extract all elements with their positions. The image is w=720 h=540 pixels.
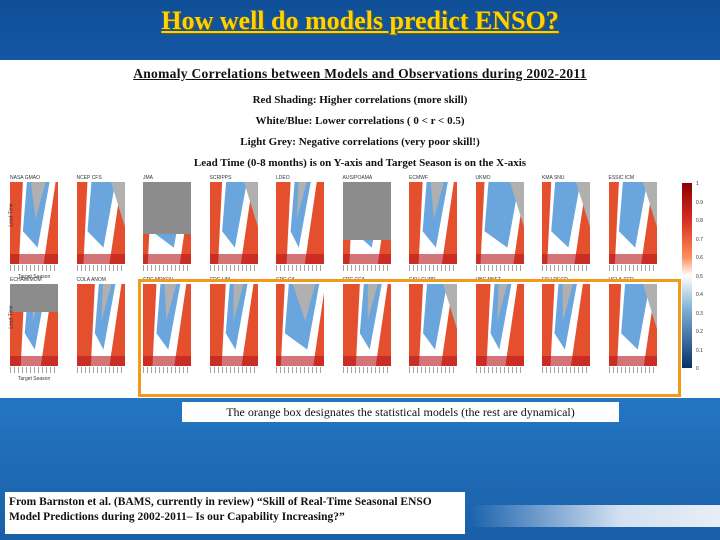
season-ticks bbox=[409, 367, 457, 373]
skill-plot bbox=[342, 284, 391, 366]
skill-plot bbox=[542, 284, 590, 366]
colorbar-tick: 0.8 bbox=[696, 218, 703, 224]
no-data-block bbox=[143, 182, 191, 234]
season-ticks bbox=[10, 265, 58, 271]
season-ticks bbox=[475, 367, 524, 373]
skill-plot bbox=[10, 182, 58, 264]
skill-plot bbox=[475, 182, 524, 264]
no-data-block bbox=[342, 182, 391, 240]
skill-plot bbox=[209, 182, 258, 264]
season-ticks bbox=[276, 265, 324, 271]
skill-plot bbox=[608, 182, 657, 264]
model-label: ESSIC ICM bbox=[608, 175, 635, 181]
season-ticks bbox=[76, 265, 125, 271]
season-ticks bbox=[409, 265, 457, 271]
target-season-label: Target Season bbox=[18, 376, 51, 382]
colorbar-tick: 0.3 bbox=[696, 310, 703, 317]
season-ticks bbox=[209, 367, 258, 373]
colorbar-tick: 0.4 bbox=[696, 292, 703, 298]
season-ticks bbox=[209, 265, 258, 271]
season-ticks bbox=[542, 367, 590, 373]
model-label: COLA ANOM bbox=[76, 277, 106, 283]
legend-line-red: Red Shading: Higher correlations (more s… bbox=[252, 94, 468, 106]
skill-plot bbox=[542, 182, 590, 264]
skill-plot bbox=[608, 284, 657, 366]
skill-plot bbox=[409, 284, 457, 366]
model-label: LDEO bbox=[276, 175, 290, 181]
skill-plot bbox=[409, 182, 457, 264]
colorbar-tick: 0.2 bbox=[696, 329, 703, 335]
lead-time-label: Lead Time bbox=[8, 203, 15, 227]
season-ticks bbox=[143, 265, 191, 271]
season-ticks bbox=[10, 367, 58, 373]
season-ticks bbox=[342, 367, 391, 373]
legend-line-grey: Light Grey: Negative correlations (very … bbox=[240, 136, 480, 148]
season-ticks bbox=[276, 367, 324, 373]
skill-plot bbox=[276, 284, 324, 366]
figure-subtitle: Anomaly Correlations between Models and … bbox=[133, 66, 587, 81]
season-ticks bbox=[143, 367, 191, 373]
skill-plot bbox=[143, 284, 191, 366]
skill-plot bbox=[76, 284, 125, 366]
colorbar-tick: 1 bbox=[696, 181, 699, 187]
decorative-stripe bbox=[470, 505, 720, 527]
colorbar-tick: 0.1 bbox=[696, 347, 703, 354]
model-label: ECHAM/MOM bbox=[10, 277, 42, 283]
skill-plot bbox=[209, 284, 258, 366]
model-label: UKMO bbox=[475, 175, 491, 181]
season-ticks bbox=[475, 265, 524, 271]
model-label: NASA GMAO bbox=[10, 175, 41, 181]
legend-line-blue: White/Blue: Lower correlations ( 0 < r <… bbox=[255, 115, 465, 127]
model-label: ECMWF bbox=[409, 175, 428, 181]
model-label: AUS/POAMA bbox=[342, 175, 373, 181]
season-ticks bbox=[608, 265, 657, 271]
skill-plot-grid: NASA GMAO NCEP CFS JMA SCRIPPS LDEO AUS/POAMA… bbox=[0, 172, 720, 398]
colorbar-tick: 0 bbox=[696, 366, 699, 372]
no-data-block bbox=[10, 284, 58, 312]
model-label: NCEP CFS bbox=[76, 175, 102, 181]
colorbar-tick: 0.7 bbox=[696, 236, 703, 243]
colorbar-tick: 0.6 bbox=[696, 255, 703, 261]
lead-time-label: Lead Time bbox=[8, 305, 15, 329]
skill-plot bbox=[475, 284, 524, 366]
citation: From Barnston et al. (BAMS, currently in… bbox=[5, 492, 465, 534]
season-ticks bbox=[608, 367, 657, 373]
colorbar-tick: 0.9 bbox=[696, 199, 703, 206]
colorbar bbox=[682, 183, 692, 368]
season-ticks bbox=[76, 367, 125, 373]
skill-plot bbox=[76, 182, 125, 264]
slide-title: How well do models predict ENSO? bbox=[161, 6, 559, 35]
skill-plot bbox=[276, 182, 324, 264]
target-season-label: Target Season bbox=[18, 274, 51, 280]
model-label: KMA SNU bbox=[542, 175, 565, 181]
season-ticks bbox=[542, 265, 590, 271]
legend-line-axes: Lead Time (0-8 months) is on Y-axis and … bbox=[193, 157, 527, 169]
colorbar-tick: 0.5 bbox=[696, 273, 703, 280]
orange-box-note: The orange box designates the statistica… bbox=[182, 402, 619, 422]
model-label: SCRIPPS bbox=[209, 175, 232, 181]
model-label: JMA bbox=[143, 175, 153, 181]
season-ticks bbox=[342, 265, 391, 271]
statistical-models-box bbox=[138, 279, 681, 397]
